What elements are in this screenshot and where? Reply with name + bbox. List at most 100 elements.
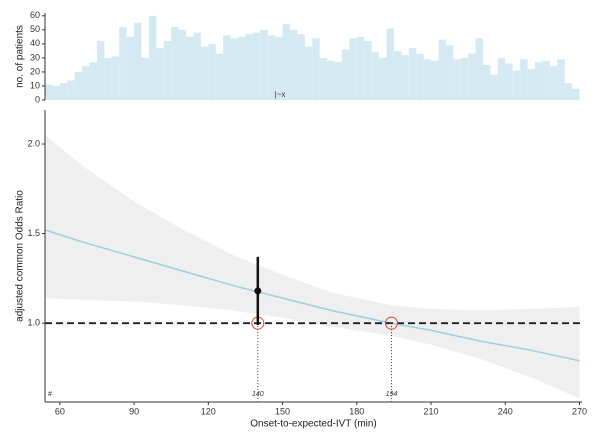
histogram-bar xyxy=(245,34,253,100)
histogram-bar xyxy=(341,49,350,100)
y-tick-label: 40 xyxy=(30,38,40,48)
histogram-bar xyxy=(74,71,83,100)
histogram-bar xyxy=(520,59,528,100)
histogram-bar xyxy=(148,15,157,101)
histogram-bar xyxy=(89,62,97,100)
histogram-bar xyxy=(334,62,342,100)
histogram-bar xyxy=(497,57,506,100)
crossing-label: 140 xyxy=(252,391,264,398)
histogram-bar xyxy=(171,27,179,100)
histogram-bar xyxy=(134,22,142,101)
histogram-bar xyxy=(267,35,276,100)
histogram-bar xyxy=(364,41,372,100)
histogram-bar xyxy=(534,62,543,100)
y-tick-label: 60 xyxy=(30,10,40,20)
histogram-bar xyxy=(178,29,187,101)
point-estimate xyxy=(254,287,262,295)
histogram-bar xyxy=(67,80,75,100)
histogram-bar xyxy=(45,84,53,100)
x-tick-label: 150 xyxy=(275,406,290,416)
y-tick-label: 0 xyxy=(35,94,40,104)
histogram-bar xyxy=(505,63,513,100)
x-tick-label: 90 xyxy=(129,406,139,416)
histogram-bar xyxy=(312,38,320,100)
histogram-bar xyxy=(564,83,573,100)
x-axis-label: Onset-to-expected-IVT (min) xyxy=(250,419,377,430)
histogram-bar xyxy=(96,41,105,100)
histogram-bar xyxy=(349,38,357,100)
histogram-bar xyxy=(371,52,380,100)
histogram-bar xyxy=(275,36,283,100)
histogram-bar xyxy=(386,28,394,100)
corner-text: # xyxy=(48,391,52,398)
histogram-bar xyxy=(572,88,580,100)
y-tick-label: 50 xyxy=(30,24,40,34)
histogram-bar xyxy=(416,53,424,100)
histogram-bar xyxy=(193,32,201,101)
y-tick-label: 1.0 xyxy=(27,318,40,328)
x-tick-label: 210 xyxy=(424,406,439,416)
histogram-bar xyxy=(163,41,172,100)
histogram-bar xyxy=(319,57,328,100)
histogram-bar xyxy=(327,60,335,100)
histogram-bar xyxy=(289,29,298,101)
histogram-bar xyxy=(483,64,491,100)
histogram-bar xyxy=(445,45,454,100)
crossing-marker xyxy=(384,316,398,330)
histogram-bar xyxy=(393,50,402,100)
histogram-bar xyxy=(460,57,469,100)
histogram-bar xyxy=(200,46,209,100)
histogram-bar xyxy=(512,70,521,100)
histogram-bar xyxy=(438,39,446,100)
histogram-bar xyxy=(238,36,246,100)
histogram-bar xyxy=(475,38,484,100)
x-tick-label: 240 xyxy=(498,406,513,416)
y-tick-label: 30 xyxy=(30,52,40,62)
x-tick-label: 270 xyxy=(572,406,587,416)
histogram-bar xyxy=(542,60,550,100)
histogram-bar xyxy=(453,59,461,100)
histogram-bar xyxy=(401,55,409,100)
x-tick-label: 180 xyxy=(349,406,364,416)
histogram-bar xyxy=(126,36,135,100)
histogram-bar xyxy=(297,34,305,100)
histogram-bar xyxy=(304,46,313,100)
histogram-bar xyxy=(252,32,261,101)
y-tick-label: 2.0 xyxy=(27,138,40,148)
y-tick-label: 10 xyxy=(30,80,40,90)
histogram-bar xyxy=(215,53,224,100)
histogram-bar xyxy=(549,66,558,100)
histogram-bar xyxy=(431,60,439,100)
histogram-bar xyxy=(356,36,365,100)
histogram-bar xyxy=(490,74,498,100)
histogram-bar xyxy=(468,53,476,100)
histogram-bar xyxy=(208,43,216,100)
y-tick-label: 1.5 xyxy=(27,228,40,238)
confidence-band xyxy=(45,135,580,399)
histogram-bar xyxy=(59,83,68,100)
histogram-bar xyxy=(408,48,417,100)
crossing-label: 194 xyxy=(386,391,398,398)
histogram-bar xyxy=(156,48,164,100)
histogram-bar xyxy=(104,57,112,100)
histogram-bar xyxy=(527,69,535,100)
histogram-bar xyxy=(141,57,149,100)
histogram-bar xyxy=(82,66,90,100)
y-axis-label: adjusted common Odds Ratio xyxy=(15,190,26,322)
histogram-bar xyxy=(119,27,127,100)
histogram-bar xyxy=(260,29,268,101)
histogram-bar xyxy=(282,24,290,100)
histogram-bar xyxy=(52,85,60,100)
estimate-line xyxy=(44,229,580,362)
y-axis-label: no. of patients xyxy=(15,25,26,88)
x-tick-label: 60 xyxy=(55,406,65,416)
histogram-bar xyxy=(186,36,194,100)
annotation: |~x xyxy=(275,90,286,99)
x-tick-label: 120 xyxy=(201,406,216,416)
histogram-bar xyxy=(557,59,565,100)
histogram-bar xyxy=(230,38,239,100)
histogram-bar xyxy=(379,57,387,100)
histogram-bar xyxy=(423,59,432,100)
y-tick-label: 20 xyxy=(30,66,40,76)
